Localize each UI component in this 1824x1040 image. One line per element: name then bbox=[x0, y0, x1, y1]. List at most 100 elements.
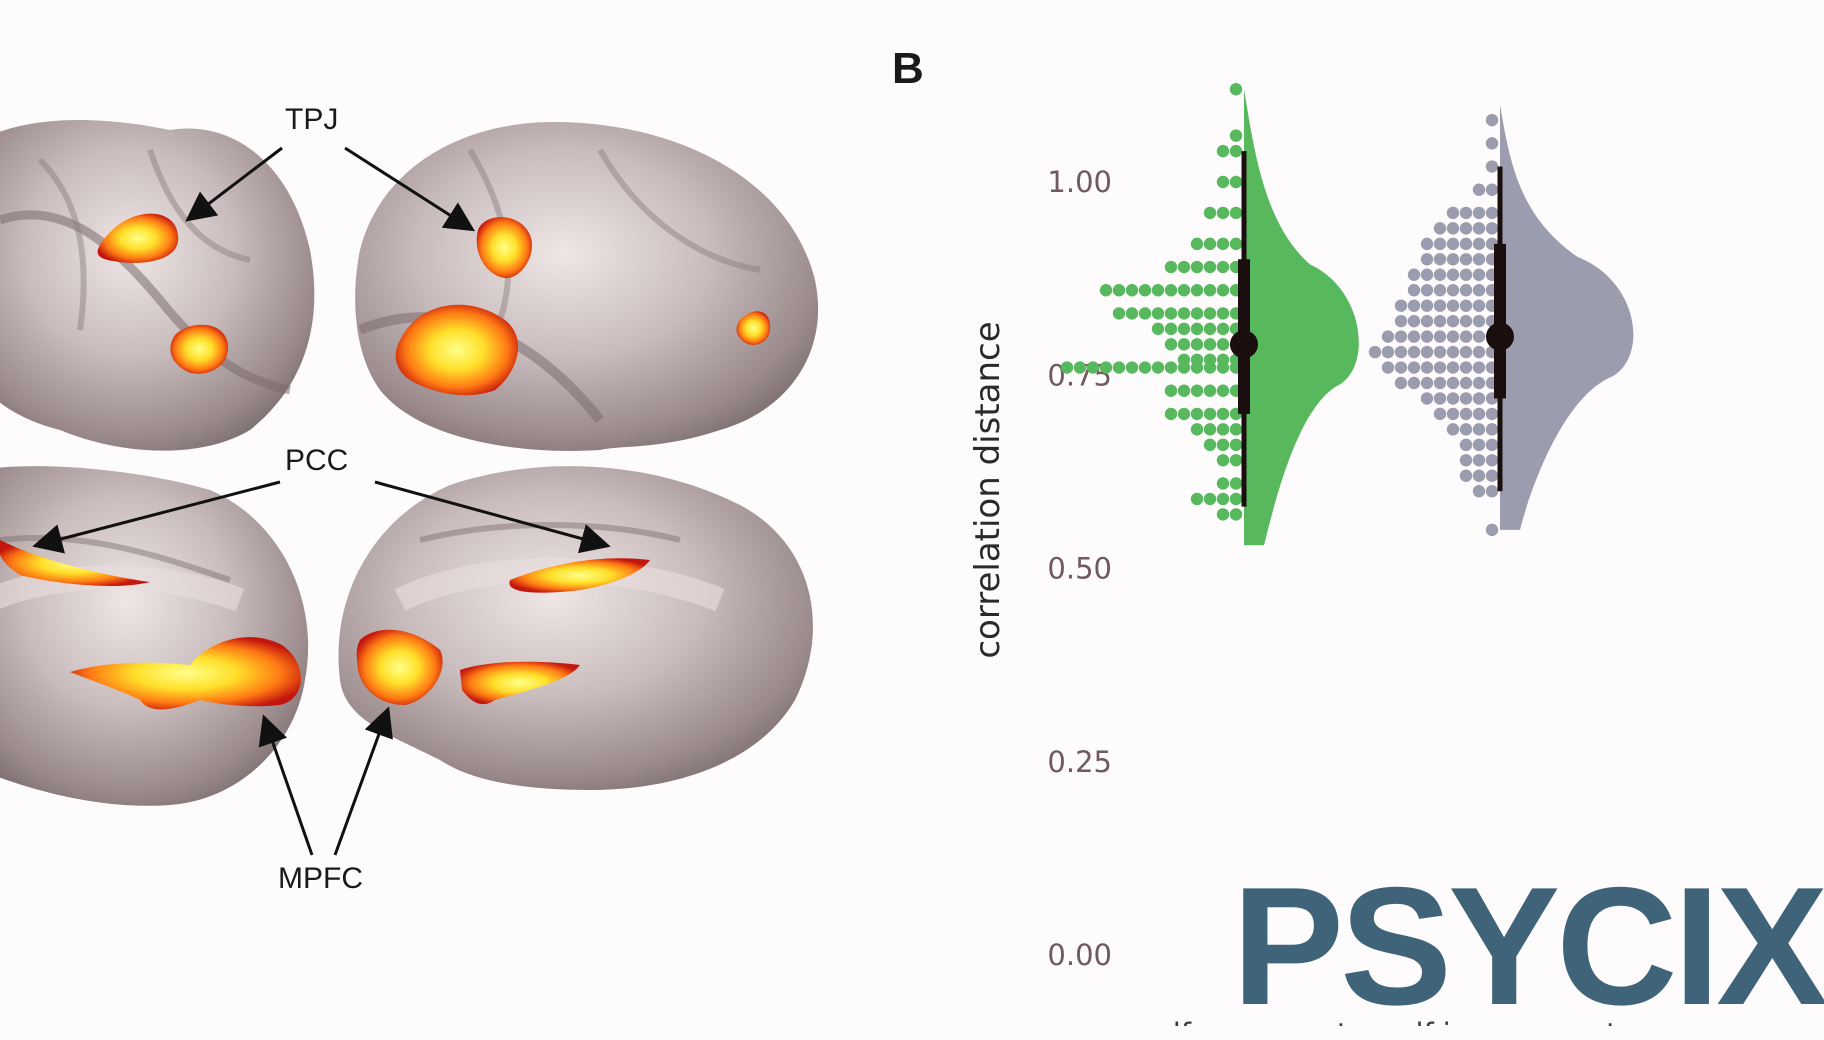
data-dot bbox=[1472, 454, 1486, 467]
data-dot bbox=[1407, 314, 1421, 328]
activation-blob bbox=[97, 213, 179, 263]
data-dot bbox=[1433, 222, 1447, 235]
data-dot bbox=[1472, 183, 1486, 196]
data-dot bbox=[1420, 299, 1434, 312]
data-dot bbox=[1420, 314, 1434, 328]
data-dot bbox=[1216, 492, 1230, 506]
summary-intervals bbox=[1230, 151, 1514, 507]
data-dot bbox=[1381, 345, 1395, 359]
arrow-pcc-right bbox=[374, 480, 611, 554]
data-dot bbox=[1485, 523, 1499, 537]
data-dot bbox=[1485, 469, 1499, 482]
data-dot bbox=[1151, 361, 1165, 374]
panel-label: B bbox=[892, 44, 924, 93]
data-dot bbox=[1472, 438, 1486, 452]
data-dot bbox=[1433, 407, 1447, 421]
data-dot bbox=[1164, 361, 1178, 374]
data-dot bbox=[1459, 206, 1473, 220]
density-cloud-incongruent bbox=[1500, 104, 1634, 530]
data-dot bbox=[1190, 237, 1204, 251]
data-dot bbox=[1459, 299, 1473, 312]
data-dot bbox=[1112, 361, 1126, 374]
data-dot bbox=[1164, 407, 1178, 421]
data-dot bbox=[1216, 477, 1230, 490]
data-dot bbox=[1472, 407, 1486, 421]
data-dot bbox=[1459, 345, 1473, 359]
data-dot bbox=[1151, 322, 1165, 336]
data-dot bbox=[1459, 423, 1473, 436]
data-dot bbox=[1446, 423, 1460, 436]
data-dot bbox=[1407, 268, 1421, 281]
data-dot bbox=[1420, 361, 1434, 374]
data-dot bbox=[1446, 268, 1460, 281]
arrow-pcc-left bbox=[32, 480, 281, 554]
data-dot bbox=[1446, 314, 1460, 328]
data-dot bbox=[1216, 144, 1230, 158]
data-dot bbox=[1446, 237, 1460, 251]
data-dot bbox=[1216, 361, 1230, 374]
data-dot bbox=[1203, 407, 1217, 421]
data-dot bbox=[1125, 361, 1139, 374]
data-dot bbox=[1125, 284, 1139, 297]
data-dot bbox=[1446, 345, 1460, 359]
data-dot bbox=[1203, 361, 1217, 374]
data-dot bbox=[1112, 307, 1126, 320]
data-dot bbox=[1394, 299, 1408, 312]
data-dot bbox=[1407, 330, 1421, 343]
data-dot bbox=[1190, 307, 1204, 320]
data-dot bbox=[1485, 160, 1499, 173]
data-dot bbox=[1472, 423, 1486, 436]
data-dot bbox=[1229, 129, 1243, 142]
data-dot bbox=[1407, 361, 1421, 374]
data-dot bbox=[1472, 206, 1486, 220]
data-dot bbox=[1203, 284, 1217, 297]
data-dot bbox=[1229, 492, 1243, 506]
data-dot bbox=[1446, 376, 1460, 390]
data-dot bbox=[1394, 330, 1408, 343]
data-dot bbox=[1203, 322, 1217, 336]
data-dot bbox=[1216, 260, 1230, 274]
data-dot bbox=[1433, 284, 1447, 297]
data-dot bbox=[1485, 485, 1499, 498]
data-dot bbox=[1472, 485, 1486, 498]
data-dot bbox=[1190, 361, 1204, 374]
activation-blob bbox=[736, 311, 771, 345]
data-dot bbox=[1433, 299, 1447, 312]
summary-median-point bbox=[1486, 322, 1514, 351]
data-dot bbox=[1138, 361, 1152, 374]
arrow-tpj-right bbox=[344, 146, 476, 232]
data-dot bbox=[1190, 322, 1204, 336]
x-category-label: self-congruent bbox=[1140, 1017, 1348, 1026]
data-dot bbox=[1216, 508, 1230, 521]
data-dot bbox=[1433, 392, 1447, 405]
data-dot bbox=[1485, 137, 1499, 150]
data-dot bbox=[1459, 438, 1473, 452]
data-dot bbox=[1229, 438, 1243, 452]
data-dot bbox=[1381, 361, 1395, 374]
data-dot bbox=[1203, 237, 1217, 251]
data-dot bbox=[1177, 384, 1191, 397]
data-dot bbox=[1229, 508, 1243, 521]
data-dot bbox=[1216, 307, 1230, 320]
activation-blob bbox=[460, 661, 580, 705]
data-dot bbox=[1459, 361, 1473, 374]
y-tick-label: 0.25 bbox=[1047, 745, 1112, 779]
data-dot bbox=[1177, 284, 1191, 297]
data-dot bbox=[1216, 407, 1230, 421]
data-dot bbox=[1459, 284, 1473, 297]
data-dot bbox=[1203, 307, 1217, 320]
data-dot bbox=[1420, 253, 1434, 266]
data-dot bbox=[1177, 361, 1191, 374]
data-dot bbox=[1433, 361, 1447, 374]
data-dot bbox=[1420, 392, 1434, 405]
data-dot bbox=[1099, 361, 1113, 374]
data-dot bbox=[1420, 345, 1434, 359]
data-dot bbox=[1459, 330, 1473, 343]
y-axis-ticks: 0.000.250.500.751.00 bbox=[1047, 165, 1112, 972]
data-dot bbox=[1190, 384, 1204, 397]
data-dot bbox=[1112, 284, 1126, 297]
data-dot bbox=[1407, 299, 1421, 312]
data-dot bbox=[1086, 361, 1100, 374]
data-dot bbox=[1190, 407, 1204, 421]
data-dot bbox=[1216, 423, 1230, 436]
